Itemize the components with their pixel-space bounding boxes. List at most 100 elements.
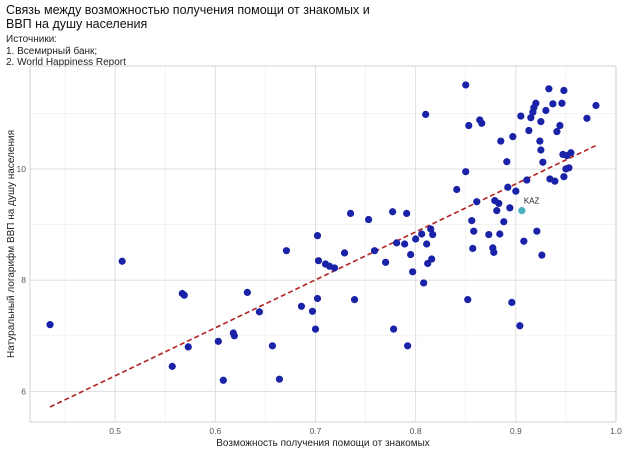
data-point (401, 240, 409, 248)
data-point (560, 86, 568, 95)
data-point (508, 298, 516, 307)
data-point (538, 251, 546, 259)
chart-subtitle: Источники: 1. Всемирный банк; 2. World H… (6, 34, 306, 69)
data-point (478, 119, 486, 127)
data-point (567, 149, 575, 157)
data-point (470, 227, 478, 235)
data-point (412, 235, 420, 243)
data-point (551, 177, 559, 185)
y-axis-title: Натуральный логарифм ВВП на душу населен… (5, 130, 17, 358)
trend-line (49, 144, 597, 408)
data-point (558, 99, 566, 107)
data-point (46, 321, 54, 329)
data-point (553, 128, 561, 136)
data-point (389, 208, 397, 216)
data-point (512, 187, 520, 195)
data-point (313, 232, 322, 240)
highlight-point (518, 207, 526, 215)
data-point (485, 230, 493, 239)
data-point (537, 146, 545, 154)
chart-title: Связь между возможностью получения помощ… (6, 3, 426, 31)
data-point (350, 296, 359, 304)
data-point (214, 337, 222, 345)
data-point (490, 248, 498, 256)
tick-labels: 0.5 0.6 0.7 0.8 0.9 1.0 6 8 10 (17, 164, 623, 436)
x-tick-label: 0.6 (209, 426, 221, 436)
data-point (560, 173, 568, 181)
x-tick-label: 0.7 (310, 426, 322, 436)
grid (30, 66, 617, 422)
data-point (297, 302, 306, 310)
x-tick-label: 1.0 (610, 426, 622, 436)
data-point (545, 85, 553, 93)
data-point (429, 230, 437, 239)
chart-subtitle-line: 1. Всемирный банк; (6, 45, 98, 57)
data-point (184, 343, 192, 351)
data-point (404, 342, 412, 350)
x-tick-label: 0.5 (109, 426, 121, 436)
x-tick-label: 0.9 (510, 426, 522, 436)
trend-line-group (49, 144, 597, 408)
data-point (539, 158, 547, 166)
y-tick-label: 6 (21, 386, 26, 396)
data-point (473, 198, 481, 206)
data-point (556, 121, 564, 130)
data-point (517, 112, 525, 120)
data-point (219, 376, 227, 384)
data-point (268, 342, 277, 350)
chart-title-line: Связь между возможностью получения помощ… (6, 3, 370, 17)
data-point (464, 296, 472, 304)
data-point (503, 158, 511, 166)
data-point (282, 247, 291, 255)
chart-subtitle-line: Источники: (6, 34, 58, 45)
data-point (364, 215, 373, 224)
data-point (549, 100, 557, 108)
data-point (523, 176, 531, 184)
data-point (403, 209, 411, 218)
data-point (390, 325, 398, 333)
data-point (420, 279, 428, 287)
data-point (496, 230, 504, 238)
data-point (462, 81, 470, 89)
data-point (583, 114, 591, 122)
data-point (255, 308, 263, 316)
data-point (497, 137, 505, 145)
data-point (565, 164, 573, 172)
data-point (243, 288, 251, 296)
data-point (275, 375, 284, 383)
data-point (493, 207, 501, 215)
data-point (230, 332, 238, 340)
data-point (506, 204, 514, 212)
highlight-label: KAZ (524, 197, 540, 206)
data-point (495, 199, 503, 207)
chart-title-line: ВВП на душу населения (6, 17, 148, 31)
data-point (311, 325, 320, 333)
data-point (468, 217, 476, 225)
data-point (532, 99, 540, 107)
data-point (537, 118, 545, 126)
x-axis-title: Возможность получения помощи от знакомых (216, 438, 430, 449)
data-point (346, 209, 355, 218)
data-point (308, 307, 317, 315)
data-point (469, 244, 477, 253)
data-point (168, 362, 176, 370)
data-point (180, 291, 188, 299)
data-point (520, 237, 528, 245)
data-point (453, 185, 461, 194)
data-point (118, 257, 126, 265)
y-tick-label: 10 (17, 164, 27, 174)
data-point (462, 168, 470, 176)
data-point (592, 101, 600, 110)
data-point (407, 250, 415, 259)
data-point (428, 255, 436, 263)
data-point (500, 218, 508, 226)
data-point (536, 137, 544, 145)
data-point (409, 268, 417, 276)
annotations: KAZ (518, 197, 540, 215)
data-point (370, 247, 379, 255)
data-point (509, 133, 517, 141)
data-point (382, 258, 390, 266)
data-point (427, 225, 435, 233)
data-point (504, 183, 512, 191)
